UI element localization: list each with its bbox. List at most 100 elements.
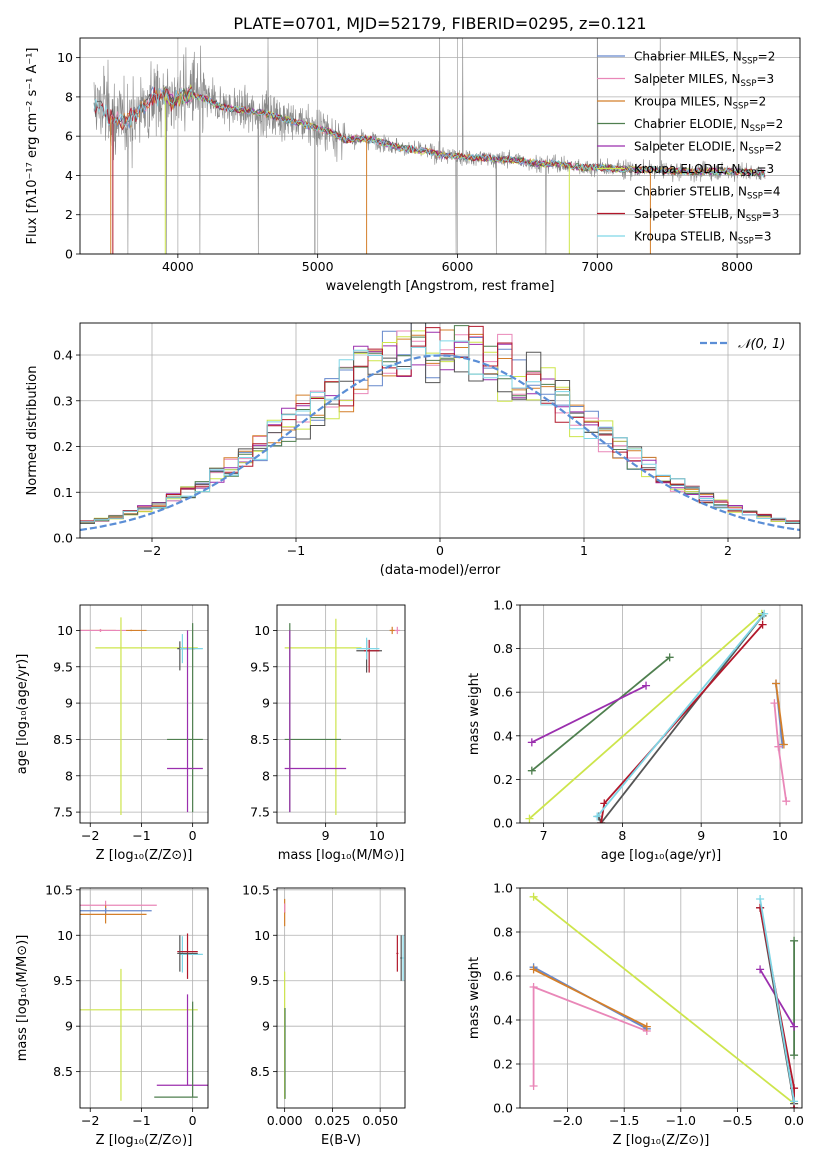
plot-area: [529, 892, 799, 1108]
legend-entry: Salpeter ELODIE, NSSP=2: [634, 140, 782, 157]
x-axis-label: E(B-V): [321, 1133, 361, 1148]
plus-marker: [529, 1082, 538, 1090]
y-tick-label: 7.5: [250, 805, 270, 820]
plus-marker: [527, 766, 536, 775]
y-axis-label: Flux [fλ10⁻¹⁷ erg cm⁻² s⁻¹ A⁻¹]: [25, 48, 40, 245]
x-tick-label: 0.000: [267, 1113, 303, 1128]
y-axis-label: mass weight: [467, 673, 482, 755]
error-point: [80, 628, 127, 632]
y-tick-label: 9.5: [53, 973, 73, 988]
y-axis-label: mass [log₁₀(M/M⊙)]: [15, 935, 30, 1062]
axes-frame: [79, 37, 801, 255]
axes-frame: [276, 887, 406, 1109]
plus-marker: [529, 892, 538, 901]
error-point: [167, 623, 203, 813]
legend-tail: =2: [758, 50, 776, 64]
error-point: [80, 908, 152, 914]
error-point: [154, 1001, 198, 1098]
y-tick-label: 0.2: [493, 1057, 513, 1072]
legend-sub: SSP: [741, 169, 757, 179]
y-tick-label: 8.5: [250, 732, 270, 747]
y-tick-label: 2: [65, 207, 73, 222]
error-point: [80, 900, 157, 910]
y-tick-label: 0.3: [53, 393, 73, 408]
x-tick-label: 9: [322, 828, 330, 843]
y-tick-label: 0.0: [493, 816, 513, 831]
y-tick-label: 8: [65, 768, 73, 783]
chart-spectrum: 4000 5000 6000 7000 8000 0 2 4 6 8 10 wavelength [A…: [25, 37, 801, 294]
plus-marker: [529, 965, 538, 974]
plus-marker: [665, 653, 674, 662]
plot-area: [80, 323, 800, 532]
y-tick-label: 8.5: [53, 1064, 73, 1079]
legend-tail: =3: [756, 162, 774, 176]
legend-sub: SSP: [746, 214, 762, 224]
chart-weight_vs_Z: −2.0 −1.5 −1.0 −0.5 0.0 0.0 0.2 0.4 0.6 0.8 1.0 Z […: [467, 881, 804, 1149]
legend-entry: Chabrier STELIB, NSSP=4: [634, 185, 781, 202]
legend: 𝒩(0, 1): [700, 337, 785, 352]
y-tick-label: 0.4: [53, 348, 73, 363]
x-tick-label: 8: [618, 828, 626, 843]
x-tick-label: −2.0: [552, 1113, 582, 1128]
y-tick-label: 9: [65, 696, 73, 711]
error-point: [284, 623, 341, 813]
x-tick-label: −2: [81, 828, 99, 843]
error-point: [126, 629, 147, 632]
legend-sub: SSP: [733, 102, 749, 112]
plus-marker: [782, 797, 791, 806]
error-point: [179, 936, 203, 973]
y-axis-label: Normed distribution: [25, 366, 40, 496]
plus-marker: [593, 812, 602, 821]
legend-entry: 𝒩(0, 1): [738, 337, 785, 352]
x-tick-label: 0: [189, 1113, 197, 1128]
plus-marker: [525, 814, 534, 823]
legend-tail: =3: [762, 207, 780, 221]
plus-marker: [790, 1022, 799, 1031]
legend-sub: SSP: [748, 147, 764, 157]
series-line-kroupa-stelib: [759, 898, 795, 1102]
histogram-kroupa-stelib: [80, 340, 800, 523]
x-tick-label: 0.050: [362, 1113, 398, 1128]
model-line-salpeter-stelib: [93, 86, 766, 177]
legend-label: Salpeter MILES, N: [634, 72, 741, 86]
y-tick-label: 9.5: [250, 973, 270, 988]
error-point: [394, 626, 400, 635]
y-tick-label: 10: [254, 928, 270, 943]
plus-marker: [760, 609, 769, 618]
y-tick-label: 0.1: [53, 485, 73, 500]
x-tick-label: −2: [81, 1113, 99, 1128]
legend-tail: =3: [754, 230, 772, 244]
figure-title: PLATE=0701, MJD=52179, FIBERID=0295, z=0…: [233, 14, 646, 33]
x-tick-label: 0: [189, 828, 197, 843]
y-tick-label: 0.2: [53, 439, 73, 454]
y-tick-label: 8: [65, 89, 73, 104]
plot-area: [80, 900, 208, 1101]
legend-sub: SSP: [742, 57, 758, 67]
x-tick-label: −2: [143, 543, 161, 558]
series-line-kroupa-miles: [533, 968, 648, 1028]
legend-tail: =2: [749, 95, 767, 109]
x-tick-label: 10: [369, 828, 385, 843]
legend-label: Salpeter ELODIE, N: [634, 140, 748, 154]
plus-marker: [756, 903, 765, 912]
legend-label: Chabrier STELIB, N: [634, 185, 747, 199]
model-line-kroupa-stelib: [93, 87, 766, 178]
chart-weight_vs_age: 7 8 9 10 0.0 0.2 0.4 0.6 0.8 1.0 age [log₁₀(age/yr…: [467, 598, 803, 863]
x-tick-label: 5000: [302, 259, 334, 274]
legend-tail: =4: [763, 185, 781, 199]
legend-entry: Kroupa ELODIE, NSSP=3: [634, 162, 774, 179]
y-tick-label: 0.2: [493, 772, 513, 787]
y-tick-label: 0.6: [493, 685, 513, 700]
y-tick-label: 0.0: [53, 531, 73, 546]
series-line-chabrier-elodie: [531, 656, 671, 772]
legend-entry: Chabrier ELODIE, NSSP=2: [634, 117, 783, 134]
x-axis-label: mass [log₁₀(M/M⊙)]: [278, 848, 405, 863]
error-point: [95, 617, 198, 816]
y-tick-label: 10: [57, 50, 73, 65]
plot-area: [284, 618, 400, 816]
chart-age_vs_mass: 9 10 7.5 8 8.5 9 9.5 10 mass [log₁₀(M/M⊙)]: [250, 604, 406, 863]
plot-area: [525, 609, 791, 823]
legend-entry: Chabrier MILES, NSSP=2: [634, 50, 775, 67]
legend-sub: SSP: [750, 124, 766, 134]
